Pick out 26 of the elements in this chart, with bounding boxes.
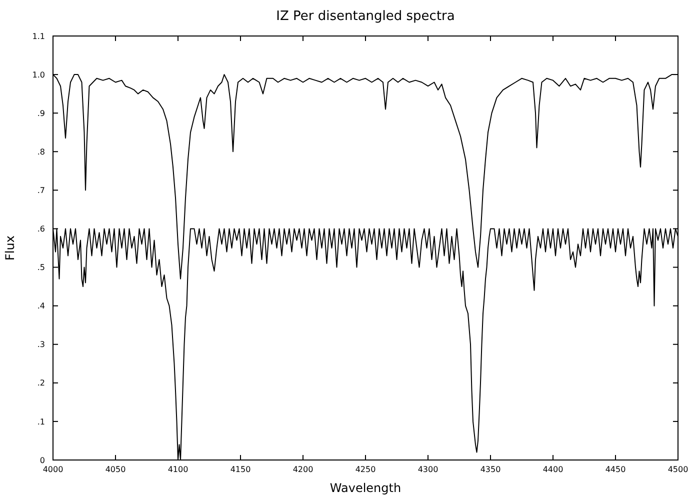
x-tick-label: 4350 [480, 465, 501, 474]
x-tick-label: 4050 [105, 465, 126, 474]
y-tick-label: .6 [37, 224, 45, 234]
y-tick-label: .4 [37, 302, 45, 311]
x-tick-label: 4150 [230, 465, 251, 474]
x-tick-label: 4300 [418, 465, 438, 474]
y-tick-label: .3 [37, 340, 45, 350]
y-tick-label: 0 [40, 456, 45, 465]
chart-title: IZ Per disentangled spectra [276, 9, 455, 24]
y-tick-label: 1.0 [32, 70, 45, 80]
x-tick-label: 4000 [42, 465, 64, 474]
y-tick-label: .5 [37, 263, 45, 272]
x-tick-label: 4450 [605, 465, 626, 474]
y-tick-label: .9 [37, 108, 45, 118]
y-tick-label: .2 [37, 378, 45, 388]
y-tick-label: 1.1 [32, 32, 45, 41]
x-axis-title: Wavelength [330, 481, 402, 495]
x-tick-label: 4200 [292, 465, 314, 474]
x-tick-label: 4100 [168, 465, 188, 474]
y-tick-label: .1 [37, 417, 45, 426]
x-tick-label: 4500 [668, 465, 688, 474]
y-tick-label: .8 [37, 147, 45, 156]
y-axis-title: Flux [3, 236, 17, 260]
x-tick-label: 4400 [542, 465, 564, 474]
y-tick-label: .7 [37, 186, 45, 195]
x-tick-label: 4250 [355, 465, 376, 474]
